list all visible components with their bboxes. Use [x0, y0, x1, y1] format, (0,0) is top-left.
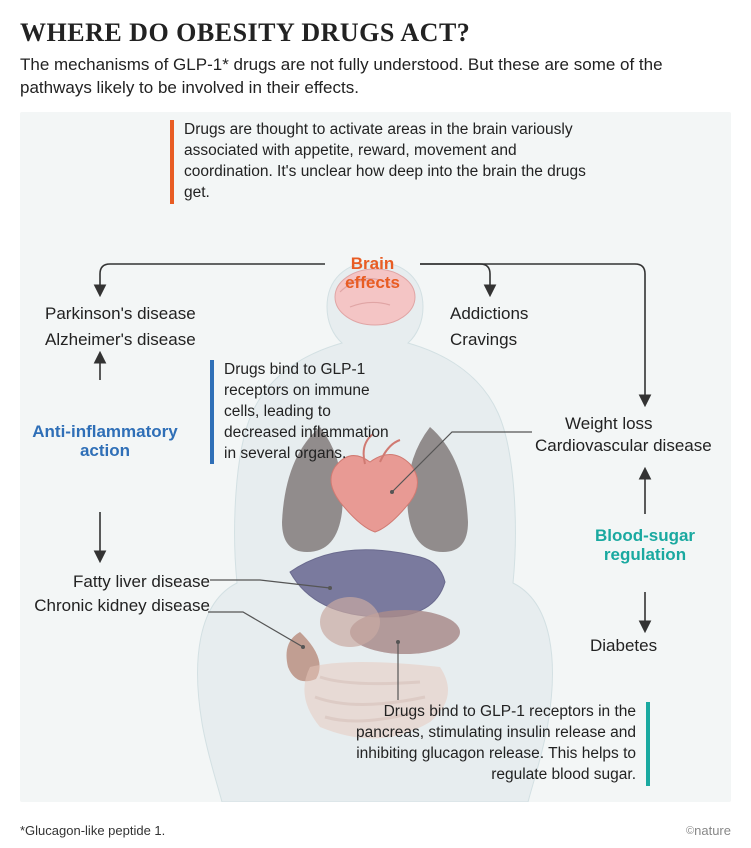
page-title: WHERE DO OBESITY DRUGS ACT?	[20, 18, 731, 48]
label-parkinsons: Parkinson's disease	[45, 302, 196, 326]
diagram: Drugs are thought to activate areas in t…	[20, 112, 731, 802]
credit: ©nature	[686, 823, 731, 838]
pancreas-organ	[320, 597, 460, 654]
callout-brain: Drugs are thought to activate areas in t…	[170, 120, 600, 204]
liver-organ	[290, 550, 445, 617]
label-addictions: Addictions	[450, 302, 528, 326]
label-fatty-liver: Fatty liver disease	[30, 570, 210, 594]
page-subtitle: The mechanisms of GLP-1* drugs are not f…	[20, 54, 700, 100]
label-ckd: Chronic kidney disease	[30, 594, 210, 618]
footnote: *Glucagon-like peptide 1.	[20, 823, 165, 838]
label-cardiovascular-text: Cardiovascular disease	[535, 436, 712, 455]
callout-immune: Drugs bind to GLP-1 receptors on immune …	[210, 360, 400, 465]
callout-pancreas: Drugs bind to GLP-1 receptors in the pan…	[330, 702, 650, 786]
heading-anti-inflammatory: Anti-inflammatory action	[30, 422, 180, 461]
heading-blood-sugar: Blood-sugar regulation	[585, 526, 705, 565]
kidney-organ	[287, 632, 320, 681]
credit-text: nature	[694, 823, 731, 838]
label-diabetes: Diabetes	[590, 634, 657, 658]
label-weight-loss: Weight loss	[565, 412, 653, 436]
label-cravings: Cravings	[450, 328, 517, 352]
label-alzheimers: Alzheimer's disease	[45, 328, 196, 352]
label-cardiovascular: Cardiovascular disease	[535, 434, 715, 458]
heading-brain-effects: Brain effects	[325, 254, 420, 293]
